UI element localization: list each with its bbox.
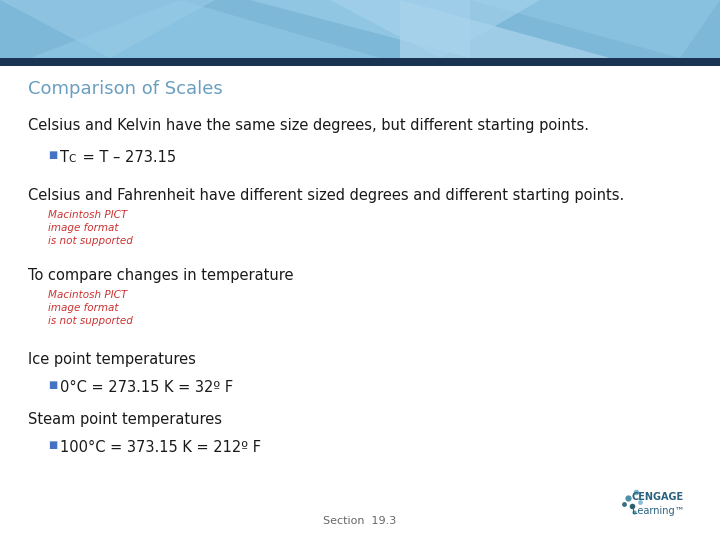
Text: Ice point temperatures: Ice point temperatures [28,352,196,367]
Text: Comparison of Scales: Comparison of Scales [28,80,222,98]
Polygon shape [470,0,720,58]
Polygon shape [250,0,470,58]
Text: To compare changes in temperature: To compare changes in temperature [28,268,294,283]
Text: C: C [68,154,76,164]
Text: Macintosh PICT
image format
is not supported: Macintosh PICT image format is not suppo… [48,210,133,246]
Text: Celsius and Fahrenheit have different sized degrees and different starting point: Celsius and Fahrenheit have different si… [28,188,624,203]
Text: Learning™: Learning™ [632,506,684,516]
Text: 100°C = 373.15 K = 212º F: 100°C = 373.15 K = 212º F [60,440,261,455]
Bar [0,58,720,66]
Polygon shape [0,0,215,58]
Text: 0°C = 273.15 K = 32º F: 0°C = 273.15 K = 32º F [60,380,233,395]
Polygon shape [400,0,610,58]
Polygon shape [330,0,540,58]
Text: Section  19.3: Section 19.3 [323,516,397,526]
Text: Steam point temperatures: Steam point temperatures [28,412,222,427]
Polygon shape [30,0,380,58]
Text: = T – 273.15: = T – 273.15 [78,150,176,165]
Text: Celsius and Kelvin have the same size degrees, but different starting points.: Celsius and Kelvin have the same size de… [28,118,589,133]
Text: ■: ■ [48,440,58,450]
Text: CENGAGE: CENGAGE [632,492,684,502]
Text: ■: ■ [48,380,58,390]
Bar [0,0,720,58]
Text: ■: ■ [48,150,58,160]
Text: Macintosh PICT
image format
is not supported: Macintosh PICT image format is not suppo… [48,290,133,326]
Text: T: T [60,150,69,165]
